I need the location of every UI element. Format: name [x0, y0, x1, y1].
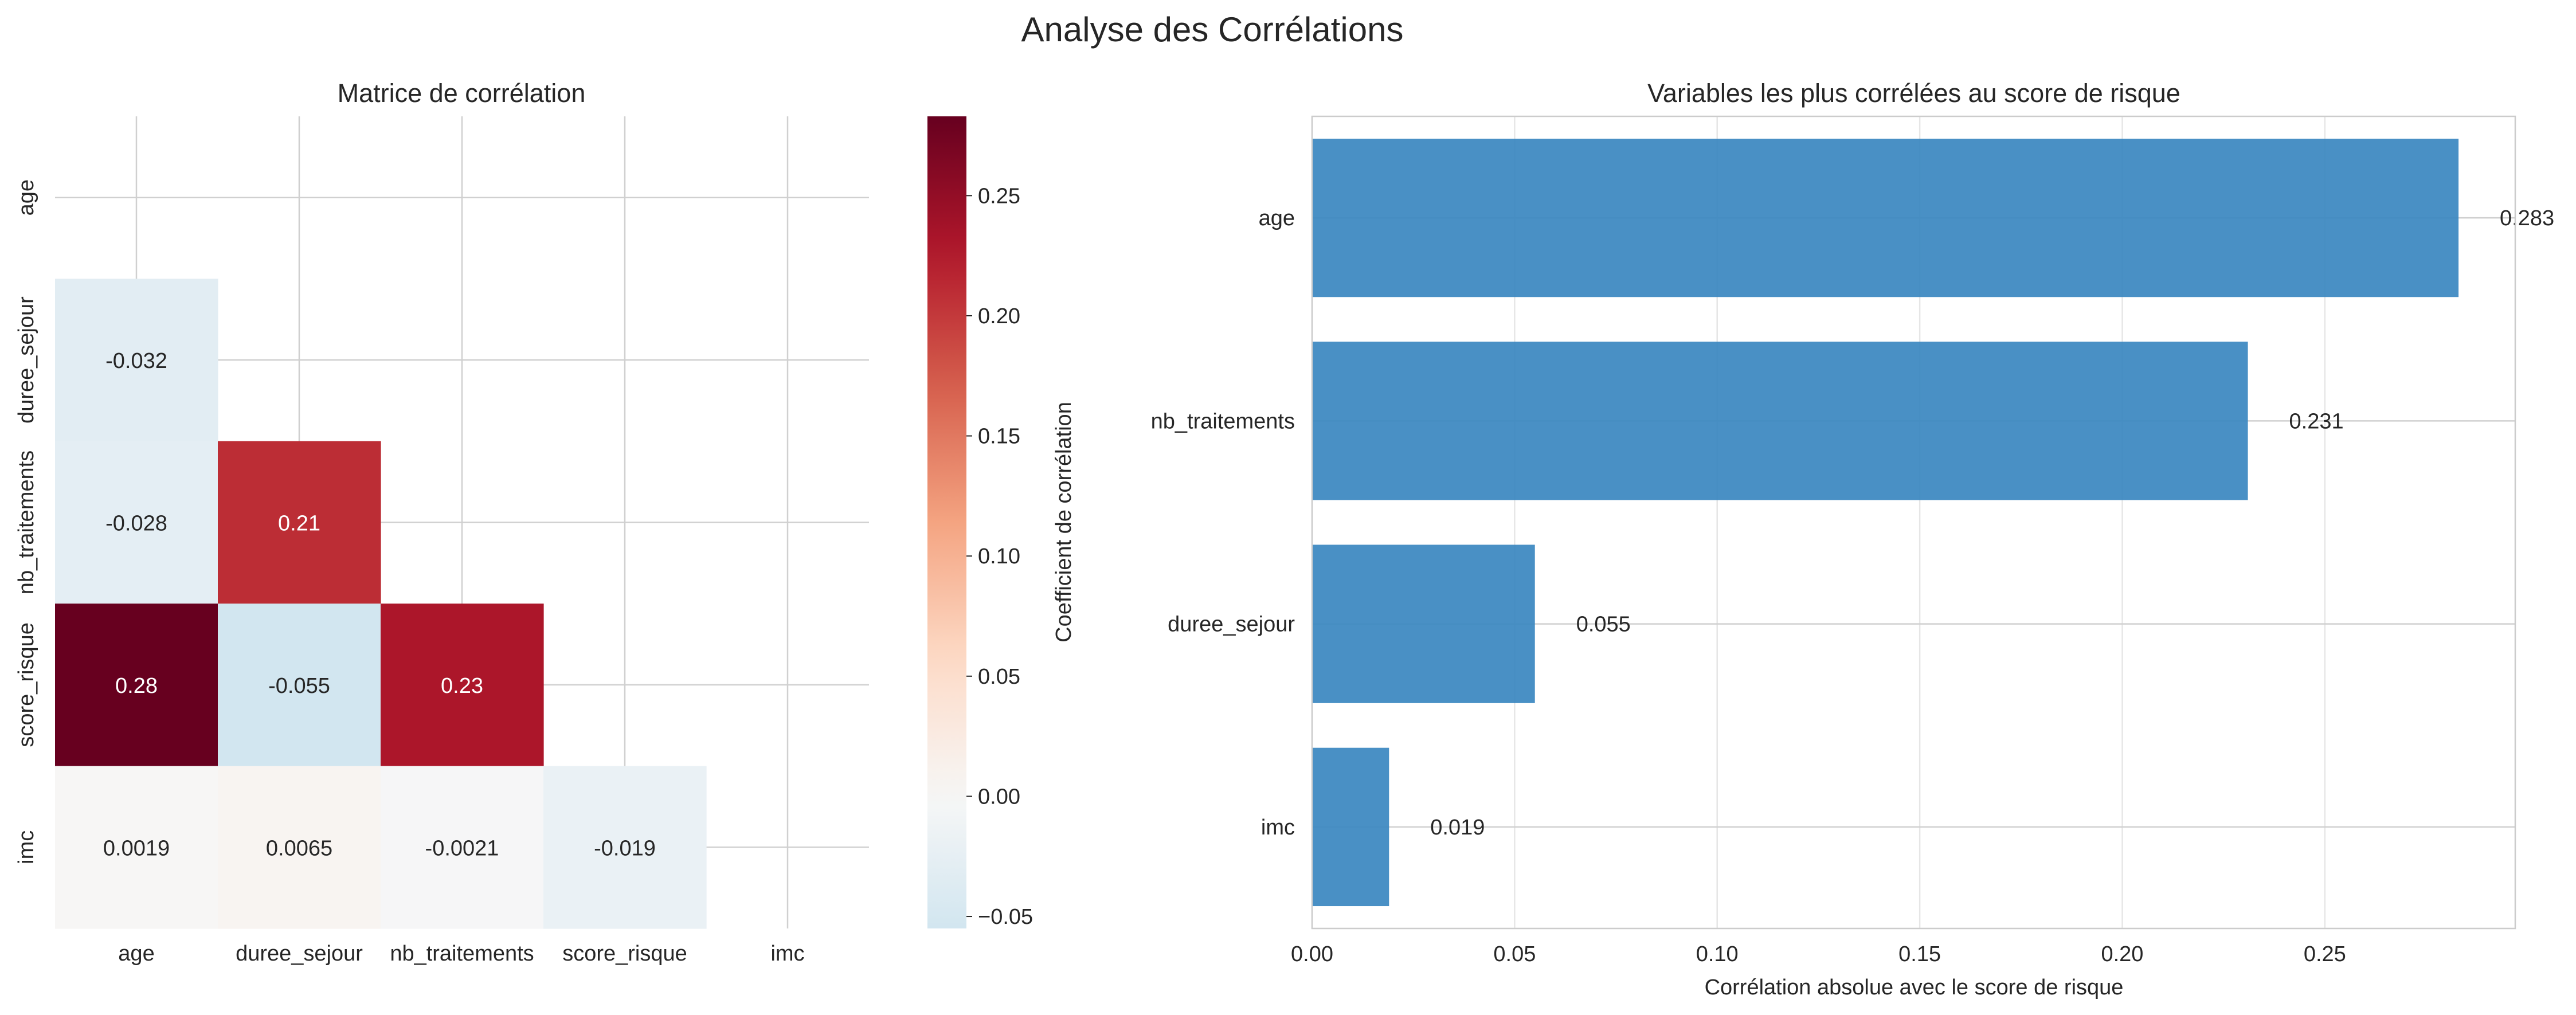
bar-chart-x-tick-labels: 0.00 0.05 0.10 0.15 0.20 0.25: [1291, 942, 2346, 966]
bar-category-label: nb_traitements: [1151, 409, 1295, 433]
heatmap-cell-label: 0.23: [441, 674, 483, 698]
bar: [1312, 342, 2248, 500]
bar-chart-x-tick-label: 0.10: [1696, 942, 1739, 966]
colorbar-gradient: [927, 116, 966, 928]
heatmap-y-tick-label: age: [14, 179, 38, 215]
heatmap-y-tick-labels: age duree_sejour nb_traitements score_risqu…: [14, 179, 38, 864]
heatmap-cells: -0.032 -0.028 0.21 0.28 -0.055 0.23 0.0019 0.00…: [55, 279, 707, 929]
heatmap-cell: [55, 279, 218, 442]
bar-chart-bars: [1312, 138, 2459, 907]
colorbar-tick-label: 0.20: [978, 304, 1020, 328]
heatmap-cell: [218, 441, 381, 604]
correlation-bar-chart: Variables les plus corrélées au score de…: [1151, 79, 2555, 1000]
heatmap-x-tick-label: duree_sejour: [236, 942, 363, 966]
heatmap-y-tick-label: imc: [14, 830, 38, 864]
heatmap-x-tick-label: nb_traitements: [390, 942, 534, 966]
heatmap-cell-label: -0.028: [105, 512, 167, 536]
colorbar-tick-label: 0.25: [978, 184, 1020, 208]
colorbar-tick-label: 0.10: [978, 544, 1020, 569]
heatmap-title: Matrice de corrélation: [338, 79, 586, 108]
heatmap-cell-label: -0.0021: [425, 836, 499, 860]
bar: [1312, 747, 1389, 907]
bar-chart-x-tick-label: 0.25: [2304, 942, 2346, 966]
heatmap-y-tick-label: nb_traitements: [14, 450, 38, 594]
heatmap-cell: [55, 603, 218, 767]
heatmap-cell-label: 0.0019: [103, 836, 170, 860]
bar-value-label: 0.019: [1430, 816, 1485, 840]
bar-chart-title: Variables les plus corrélées au score de…: [1647, 79, 2180, 108]
colorbar-tick-label: 0.05: [978, 665, 1020, 689]
heatmap-cell: [55, 441, 218, 604]
heatmap-x-tick-label: age: [118, 942, 154, 966]
colorbar-tick-label: 0.00: [978, 785, 1020, 809]
heatmap-cell: [381, 766, 544, 929]
heatmap-cell: [218, 766, 381, 929]
bar-category-label: age: [1259, 206, 1295, 230]
bar-chart-xlabel: Corrélation absolue avec le score de ris…: [1705, 975, 2124, 1000]
heatmap-cell-label: -0.055: [268, 674, 330, 698]
heatmap-cell: [55, 766, 218, 929]
heatmap-cell-label: 0.21: [278, 512, 320, 536]
heatmap-cell-label: -0.019: [594, 836, 656, 860]
correlation-heatmap: Matrice de corrélation -0.032 -0.028 0.21 0…: [14, 79, 869, 966]
heatmap-x-tick-label: imc: [770, 942, 804, 966]
bar-value-label: 0.055: [1576, 613, 1631, 637]
figure-title: Analyse des Corrélations: [1021, 10, 1403, 49]
colorbar-label: Coefficient de corrélation: [1052, 402, 1076, 642]
colorbar-ticks: −0.05 0.00 0.05 0.10 0.15 0.20 0.25: [966, 184, 1033, 929]
colorbar-tick-label: −0.05: [978, 905, 1033, 929]
bar-chart-value-labels: 0.283 0.231 0.055 0.019: [1430, 206, 2554, 840]
bar-chart-x-tick-label: 0.20: [2101, 942, 2143, 966]
heatmap-cell: [218, 603, 381, 767]
bar-category-label: duree_sejour: [1168, 613, 1295, 637]
heatmap-cell-label: 0.0065: [266, 836, 332, 860]
colorbar-tick-label: 0.15: [978, 425, 1020, 449]
bar-chart-frame: [1311, 115, 2516, 930]
bar-chart-x-tick-label: 0.05: [1493, 942, 1536, 966]
heatmap-x-tick-label: score_risque: [562, 942, 687, 966]
heatmap-cell: [381, 603, 544, 767]
bar: [1312, 544, 1535, 703]
bar-category-label: imc: [1261, 816, 1295, 840]
bar-value-label: 0.283: [2500, 206, 2554, 230]
colorbar: −0.05 0.00 0.05 0.10 0.15 0.20 0.25 Coefficien…: [927, 116, 1076, 929]
bar-chart-x-tick-label: 0.00: [1291, 942, 1333, 966]
bar-value-label: 0.231: [2289, 409, 2344, 433]
heatmap-y-tick-label: duree_sejour: [14, 296, 38, 424]
heatmap-y-tick-label: score_risque: [14, 622, 38, 747]
bar-chart-x-tick-label: 0.15: [1898, 942, 1941, 966]
heatmap-cell-label: -0.032: [105, 349, 167, 373]
heatmap-x-tick-labels: age duree_sejour nb_traitements score_risqu…: [118, 942, 804, 966]
heatmap-cell: [543, 766, 707, 929]
heatmap-cell-label: 0.28: [115, 674, 158, 698]
bar: [1312, 138, 2459, 297]
